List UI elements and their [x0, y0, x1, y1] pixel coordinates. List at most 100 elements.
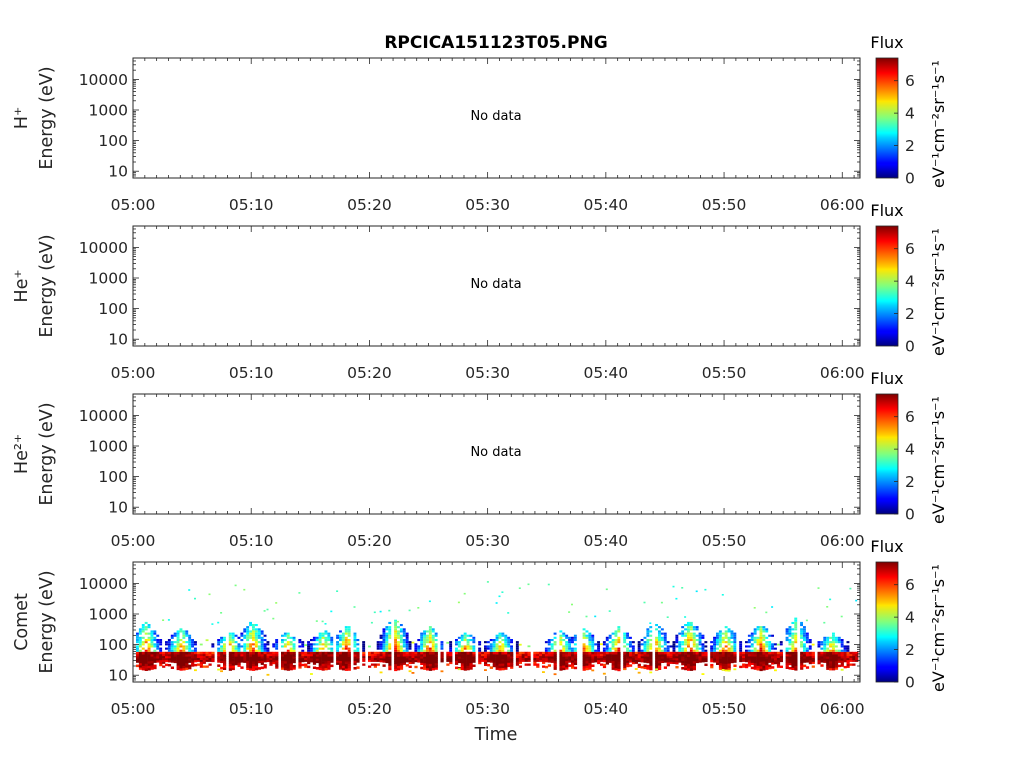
heatmap-cell	[544, 649, 548, 652]
heatmap-cell	[194, 657, 198, 661]
heatmap-cell	[646, 654, 650, 657]
heatmap-cell	[324, 643, 328, 646]
heatmap-cell	[692, 649, 696, 652]
heatmap-cell	[243, 660, 247, 663]
heatmap-cell	[344, 654, 348, 657]
heatmap-cell	[730, 647, 734, 650]
heatmap-cell	[660, 658, 665, 661]
heatmap-cell	[840, 651, 844, 655]
heatmap-cell	[594, 643, 598, 646]
heatmap-cell	[597, 643, 600, 646]
x-tick-label: 05:10	[229, 700, 274, 718]
heatmap-cell	[283, 660, 288, 664]
heatmap-cell	[588, 651, 592, 655]
heatmap-cell	[289, 660, 293, 664]
heatmap-cell	[660, 632, 664, 635]
heatmap-cell	[582, 654, 586, 657]
heatmap-cell	[631, 661, 636, 665]
heatmap-cell	[721, 594, 724, 596]
heatmap-cell	[675, 666, 679, 669]
heatmap-cell	[602, 657, 607, 661]
heatmap-cell	[156, 660, 160, 663]
heatmap-cell	[515, 651, 520, 655]
heatmap-cell	[373, 659, 377, 662]
heatmap-cell	[266, 608, 269, 611]
heatmap-cell	[182, 663, 186, 666]
heatmap-cell	[266, 649, 270, 652]
heatmap-cell	[750, 666, 754, 670]
heatmap-cell	[759, 632, 763, 635]
heatmap-cell	[321, 632, 325, 635]
heatmap-cell	[849, 653, 853, 657]
heatmap-cell	[138, 662, 143, 666]
colorbar-gradient	[875, 393, 899, 515]
heatmap-cell	[394, 658, 398, 662]
heatmap-cell	[515, 641, 519, 644]
heatmap-cell	[623, 656, 627, 659]
heatmap-cell	[718, 651, 723, 655]
heatmap-cell	[170, 645, 174, 648]
heatmap-cell	[820, 651, 824, 655]
heatmap-cell	[460, 658, 464, 662]
heatmap-cell	[298, 660, 302, 663]
heatmap-cell	[243, 656, 247, 659]
heatmap-cell	[217, 664, 221, 667]
heatmap-cell	[347, 643, 351, 646]
heatmap-cell	[388, 658, 392, 662]
heatmap-cell	[843, 645, 847, 648]
heatmap-cell	[240, 639, 244, 642]
heatmap-cell	[385, 626, 389, 629]
heatmap-cell	[153, 664, 157, 668]
heatmap-cell	[272, 617, 275, 620]
heatmap-cell	[527, 655, 531, 658]
heatmap-cell	[217, 643, 221, 646]
heatmap-cell	[597, 645, 600, 648]
heatmap-cell	[208, 663, 212, 666]
heatmap-cell	[733, 664, 737, 667]
heatmap-cell	[191, 660, 195, 663]
heatmap-cell	[405, 660, 409, 663]
heatmap-cell	[510, 666, 514, 669]
heatmap-cell	[721, 658, 725, 662]
heatmap-cell	[165, 643, 168, 646]
heatmap-cell	[832, 647, 835, 650]
heatmap-cell	[147, 656, 151, 660]
heatmap-cell	[643, 660, 647, 663]
x-tick-label: 05:20	[347, 700, 392, 718]
heatmap-cell	[565, 641, 569, 644]
heatmap-cell	[457, 658, 462, 661]
heatmap-cell	[312, 666, 317, 669]
heatmap-cell	[486, 581, 489, 583]
heatmap-cell	[150, 660, 154, 664]
axes-box	[132, 57, 861, 179]
heatmap-cell	[687, 658, 691, 662]
heatmap-cell	[434, 665, 438, 668]
heatmap-cell	[373, 657, 377, 660]
heatmap-cell	[611, 647, 615, 650]
heatmap-cell	[547, 653, 551, 657]
heatmap-cell	[307, 643, 310, 646]
heatmap-cell	[463, 651, 467, 655]
heatmap-cell	[750, 643, 754, 646]
heatmap-cell	[426, 665, 430, 669]
heatmap-cell	[304, 653, 308, 657]
heatmap-cell	[341, 647, 345, 650]
heatmap-cell	[266, 659, 270, 663]
heatmap-cell	[536, 651, 540, 655]
heatmap-cell	[681, 641, 685, 644]
heatmap-cell	[495, 636, 499, 639]
heatmap-cell	[602, 659, 607, 663]
heatmap-cell	[466, 656, 470, 659]
heatmap-cell	[223, 663, 227, 666]
heatmap-cell	[144, 658, 148, 662]
heatmap-cell	[449, 641, 453, 644]
heatmap-cell	[223, 660, 227, 664]
heatmap-cell	[179, 665, 183, 669]
heatmap-cell	[739, 665, 743, 669]
heatmap-cell	[382, 660, 386, 663]
heatmap-cell	[785, 630, 789, 633]
heatmap-cell	[646, 649, 650, 652]
heatmap-cell	[663, 658, 667, 661]
heatmap-cell	[275, 645, 279, 648]
heatmap-cell	[753, 647, 757, 650]
